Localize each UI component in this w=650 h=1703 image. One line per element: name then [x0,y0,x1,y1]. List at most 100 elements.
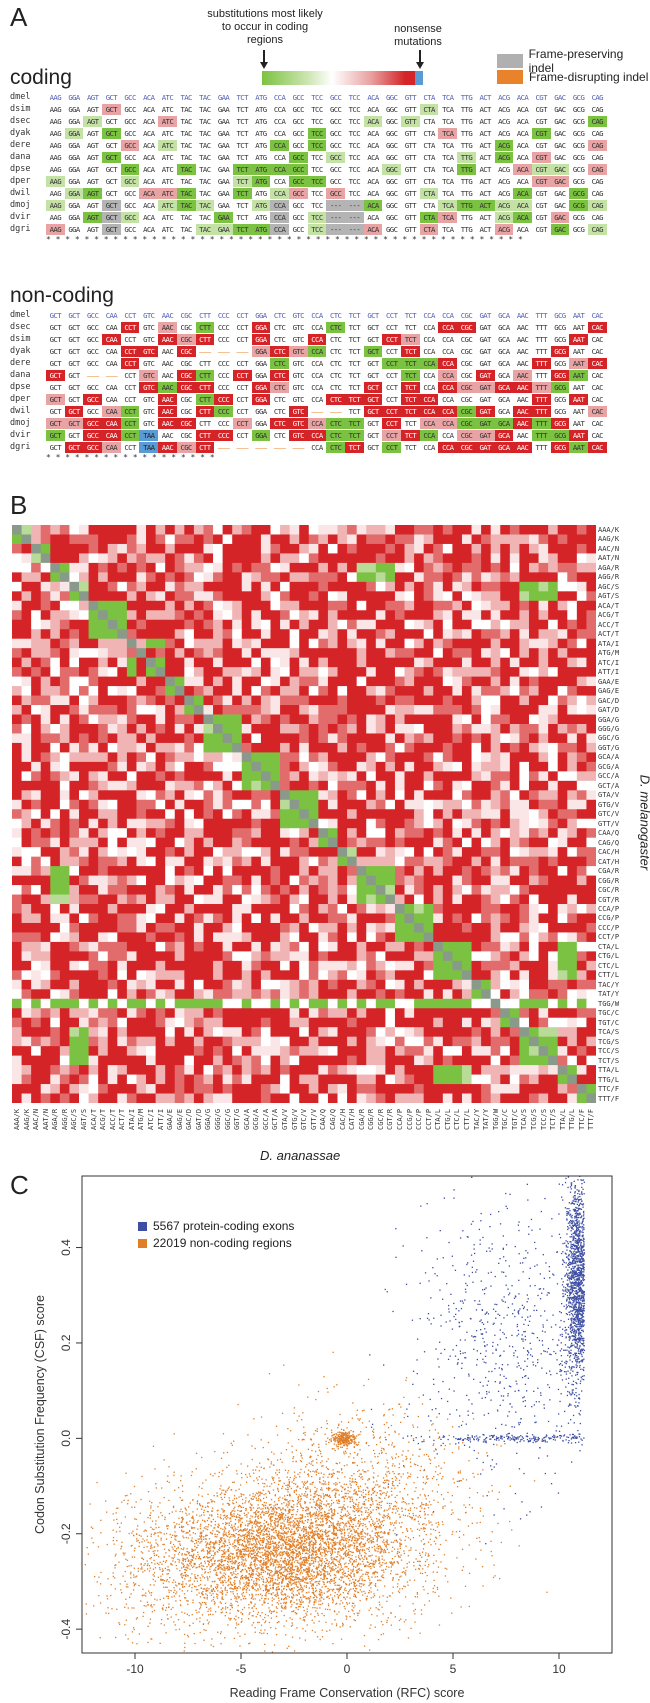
heatmap-cell [347,629,357,639]
heatmap-cell [395,572,405,582]
heatmap-cell [31,866,41,876]
heatmap-cell [146,1046,156,1056]
heatmap-cell [385,610,395,620]
heatmap-cell [22,610,32,620]
heatmap-cell [280,601,290,611]
heatmap-cell [203,895,213,905]
codon-cell: TTT [532,310,551,321]
heatmap-cell [146,970,156,980]
heatmap-cell [548,790,558,800]
codon-cell: GCT [102,140,121,151]
heatmap-cell [491,913,501,923]
heatmap-cell [184,752,194,762]
heatmap-cell [41,1018,51,1028]
heatmap-cell [261,639,271,649]
heatmap-cell [232,582,242,592]
heatmap-cell [366,658,376,668]
heatmap-cell [472,752,482,762]
heatmap-cell [69,705,79,715]
heatmap-cell [165,752,175,762]
heatmap-cell [481,591,491,601]
heatmap-cell [481,658,491,668]
heatmap-cell [280,1075,290,1085]
codon-cell: TAC [177,188,196,199]
heatmap-cell [41,838,51,848]
heatmap-cell [405,601,415,611]
heatmap-cell [50,743,60,753]
heatmap-row-label: GCC/A [598,772,619,780]
heatmap-cell [127,639,137,649]
heatmap-cell [318,525,328,535]
heatmap-cell [500,913,510,923]
heatmap-cell [376,563,386,573]
heatmap-cell [60,696,70,706]
heatmap-cell [472,563,482,573]
heatmap-cell [280,904,290,914]
heatmap-cell [50,970,60,980]
heatmap-cell [347,999,357,1009]
codon-cell: ACA [139,176,158,187]
heatmap-cell [500,1075,510,1085]
heatmap-cell [548,1008,558,1018]
heatmap-cell [270,762,280,772]
heatmap-cell [309,1084,319,1094]
heatmap-cell [539,677,549,687]
scatter-point [570,1214,571,1215]
heatmap-cell [69,601,79,611]
codon-cell: ACT [476,212,495,223]
heatmap-cell [290,790,300,800]
codon-cell: GTT [401,200,420,211]
codon-cell: GCG [569,92,588,103]
heatmap-cell [405,913,415,923]
heatmap-cell [586,970,596,980]
codon-cell: GCT [102,104,121,115]
heatmap-cell [117,876,127,886]
codon-cell: CAA [102,346,121,357]
heatmap-cell [12,705,22,715]
heatmap-cell [567,762,577,772]
heatmap-cell [156,733,166,743]
heatmap-cell [433,544,443,554]
heatmap-cell [108,790,118,800]
codon-cell: AGT [83,92,102,103]
codon-cell: AGT [83,212,102,223]
heatmap-cell [338,942,348,952]
heatmap-cell [251,610,261,620]
heatmap-cell [270,544,280,554]
heatmap-cell [472,610,482,620]
heatmap-cell [309,620,319,630]
heatmap-cell [270,572,280,582]
heatmap-cell [366,932,376,942]
heatmap-cell [223,1027,233,1037]
heatmap-cell [41,1056,51,1066]
heatmap-cell [22,781,32,791]
heatmap-cell [481,1027,491,1037]
heatmap-cell [443,961,453,971]
heatmap-row-label: AAT/N [598,554,619,562]
scatter-point [576,1287,577,1288]
heatmap-cell [136,667,146,677]
heatmap-cell [500,1037,510,1047]
heatmap-cell [261,923,271,933]
codon-cell: ACG [495,212,514,223]
codon-cell: ACG [495,140,514,151]
heatmap-cell [405,838,415,848]
heatmap-cell [41,762,51,772]
heatmap-cell [108,601,118,611]
heatmap-cell [395,544,405,554]
heatmap-cell [69,1046,79,1056]
heatmap-cell [385,601,395,611]
heatmap-cell [280,1008,290,1018]
heatmap-cell [89,1056,99,1066]
heatmap-cell [108,980,118,990]
heatmap-cell [242,970,252,980]
heatmap-cell [242,696,252,706]
heatmap-cell [127,534,137,544]
heatmap-cell [529,534,539,544]
heatmap-cell [69,781,79,791]
codon-cell: ACT [476,104,495,115]
heatmap-cell [519,1008,529,1018]
codon-cell: CTT [196,430,215,441]
heatmap-cell [223,1037,233,1047]
heatmap-cell [462,686,472,696]
